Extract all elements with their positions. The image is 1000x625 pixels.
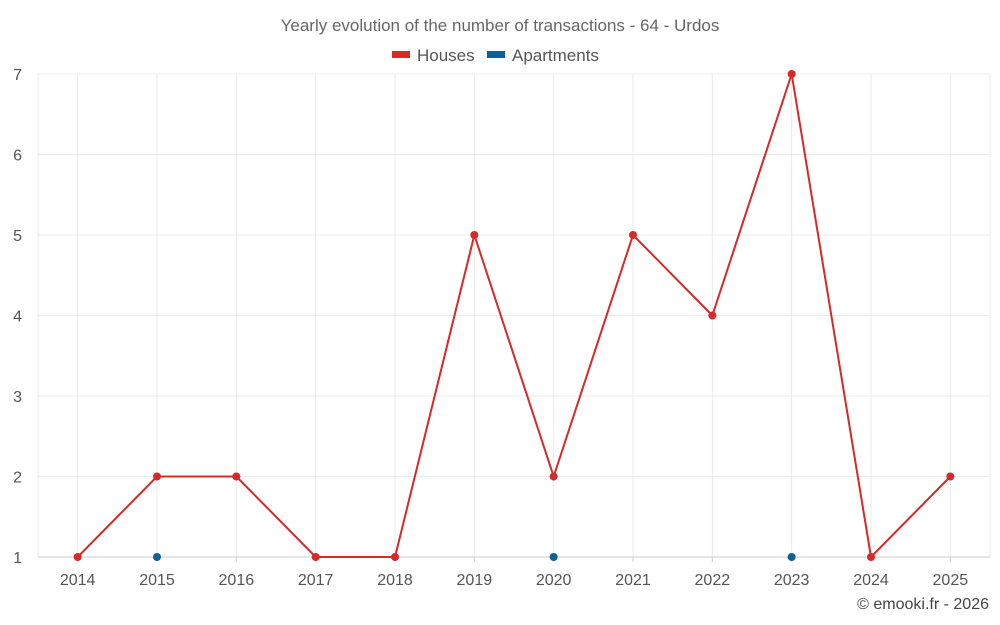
y-tick-label: 3: [13, 389, 22, 406]
data-point-apartments[interactable]: [787, 553, 796, 561]
data-point-houses[interactable]: [470, 231, 479, 239]
x-tick-label: 2015: [139, 572, 175, 589]
x-tick-label: 2014: [60, 572, 96, 589]
x-tick-label: 2017: [298, 572, 334, 589]
y-axis-ticks: 1 2 3 4 5 6 7: [13, 67, 22, 567]
series-line-houses: [76, 73, 952, 560]
legend-swatch-apartments: [487, 51, 505, 58]
y-tick-label: 6: [13, 148, 22, 165]
legend: Houses Apartments: [392, 46, 599, 65]
grid: [37, 73, 991, 557]
y-tick-label: 4: [13, 309, 22, 326]
data-point-houses[interactable]: [787, 70, 796, 78]
x-tick-label: 2016: [219, 572, 255, 589]
x-tick-label: 2021: [615, 572, 651, 589]
data-point-houses[interactable]: [232, 472, 241, 481]
x-tick-label: 2020: [536, 572, 572, 589]
chart-title: Yearly evolution of the number of transa…: [281, 16, 720, 35]
data-point-houses[interactable]: [73, 553, 82, 561]
copyright-credit: © emooki.fr - 2026: [857, 596, 989, 613]
legend-label-houses[interactable]: Houses: [417, 46, 475, 65]
data-point-apartments[interactable]: [153, 553, 161, 561]
data-point-houses[interactable]: [629, 231, 637, 239]
y-tick-label: 5: [13, 228, 22, 245]
data-point-houses[interactable]: [867, 553, 875, 561]
data-point-houses[interactable]: [946, 472, 955, 481]
x-tick-label: 2024: [853, 572, 889, 589]
y-tick-label: 7: [13, 67, 22, 84]
legend-label-apartments[interactable]: Apartments: [512, 46, 599, 65]
y-tick-label: 2: [13, 470, 22, 487]
series-group: [73, 70, 955, 561]
series-houses: [73, 70, 955, 561]
x-tick-label: 2023: [774, 572, 810, 589]
x-axis-ticks: 2014 2015 2016 2017 2018 2019 2020 2021 2022 2023…: [60, 572, 968, 589]
x-tick-label: 2019: [457, 572, 493, 589]
data-point-houses[interactable]: [549, 472, 558, 481]
x-tick-label: 2018: [377, 572, 413, 589]
x-tick-label: 2022: [695, 572, 731, 589]
y-tick-label: 1: [13, 550, 22, 567]
x-tick-label: 2025: [933, 572, 969, 589]
axes: [38, 556, 990, 562]
data-point-houses[interactable]: [153, 472, 161, 481]
data-point-apartments[interactable]: [549, 553, 558, 561]
legend-swatch-houses: [392, 51, 410, 58]
series-apartments: [153, 553, 796, 561]
data-point-houses[interactable]: [311, 553, 320, 561]
data-point-houses[interactable]: [708, 311, 717, 320]
data-point-houses[interactable]: [391, 553, 399, 561]
